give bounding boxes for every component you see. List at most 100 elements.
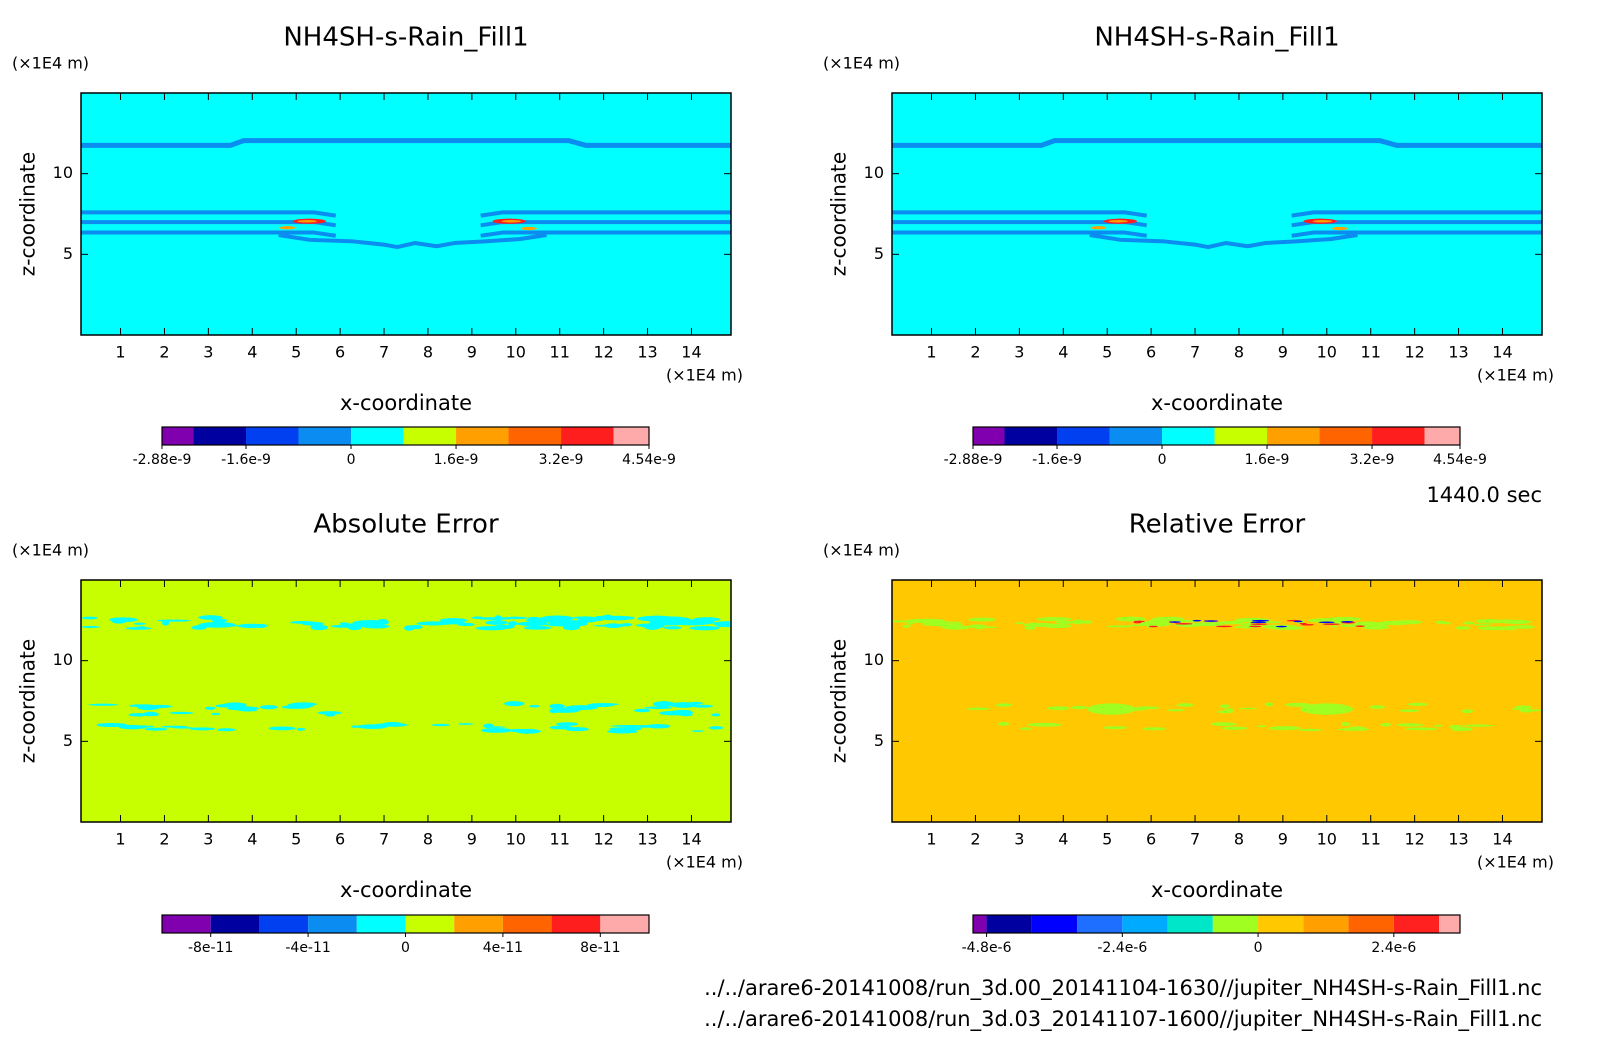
contour-field — [81, 93, 731, 335]
contour-patch — [1046, 706, 1071, 711]
colorbar-segment — [1393, 915, 1440, 933]
contour-patch — [485, 620, 508, 625]
contour-patch — [1307, 618, 1343, 623]
colorbar-frame — [972, 426, 1461, 446]
colorbar-tick-label: -2.88e-9 — [944, 452, 1003, 468]
contour-patch — [133, 622, 146, 625]
contour-patch — [281, 705, 311, 709]
contour-patch — [1475, 619, 1503, 624]
contour-patch — [1472, 623, 1492, 626]
contour-patch — [212, 618, 227, 623]
contour-patch — [1322, 623, 1340, 625]
contour-patch — [1216, 710, 1234, 714]
colorbar-segment — [1109, 427, 1163, 445]
y-tick-label: 5 — [63, 731, 73, 750]
contour-patch — [189, 727, 216, 731]
contour-patch — [968, 617, 997, 622]
x-tick-label: 4 — [1058, 830, 1068, 849]
field-background — [892, 580, 1542, 822]
colorbar-tick-label: 4e-11 — [483, 940, 523, 956]
contour-patch — [644, 624, 661, 630]
colorbar-tick-label: -1.6e-9 — [221, 452, 271, 468]
contour-patch — [1175, 623, 1193, 625]
contour-patch — [111, 619, 126, 624]
x-tick-label: 6 — [335, 830, 345, 849]
contour-patch — [416, 621, 451, 626]
contour-patch — [211, 712, 221, 716]
y-tick-label: 10 — [864, 163, 884, 182]
contour-patch — [892, 620, 911, 623]
contour-patch — [527, 616, 541, 620]
colorbar-segment — [1004, 427, 1058, 445]
colorbar-tick-label: -8e-11 — [188, 940, 233, 956]
x-tick-label: 10 — [1317, 343, 1337, 362]
contour-patch — [634, 708, 651, 713]
contour-patch — [1192, 619, 1202, 622]
colorbar-tick-label: 4.54e-9 — [1433, 452, 1487, 468]
contour-patch — [409, 624, 423, 630]
x-tick-label: 9 — [467, 830, 477, 849]
colorbar-segment — [162, 427, 194, 445]
contour-patch — [135, 725, 154, 728]
colorbar-segment — [454, 915, 503, 933]
contour-patch — [1123, 707, 1148, 711]
contour-field — [892, 580, 1542, 822]
contour-patch — [297, 219, 317, 223]
colorbar-tick-label: 0 — [401, 940, 410, 956]
contour-patch — [172, 726, 194, 729]
colorbar-segment — [973, 915, 987, 933]
plot-frame — [891, 579, 1543, 823]
contour-patch — [1224, 708, 1234, 712]
contour-patch — [81, 625, 101, 628]
contour-patch — [508, 621, 518, 627]
colorbar-tick-label: 2.4e-6 — [1371, 940, 1416, 956]
colorbar-tick-label: 4.54e-9 — [622, 452, 676, 468]
x-tick-label: 11 — [1361, 343, 1381, 362]
x-tick-label: 12 — [593, 343, 613, 362]
contour-patch — [1221, 726, 1248, 730]
contour-patch — [1505, 625, 1517, 631]
contour-patch — [482, 723, 495, 729]
contour-patch — [1341, 620, 1354, 623]
contour-patch — [431, 723, 451, 727]
colorbar-tick-label: 3.2e-9 — [539, 452, 584, 468]
contour-band — [480, 230, 731, 238]
contour-patch — [1461, 724, 1495, 727]
colorbar-tick-label: 8e-11 — [580, 940, 620, 956]
contour-band — [81, 210, 337, 218]
contour-patch — [527, 618, 553, 622]
contour-patch — [480, 727, 513, 733]
contour-patch — [228, 706, 252, 711]
contour-patch — [198, 615, 223, 620]
contour-patch — [663, 626, 682, 630]
contour-patch — [659, 710, 688, 716]
colorbar-tick-label: -4e-11 — [285, 940, 330, 956]
contour-patch — [670, 702, 698, 708]
plot-frame — [80, 579, 732, 823]
contour-patch — [1461, 709, 1474, 714]
contour-patch — [1055, 620, 1074, 625]
colorbar-tick-label: 0 — [347, 452, 356, 468]
colorbar-segment — [1267, 427, 1320, 445]
y-tick-label: 10 — [53, 163, 73, 182]
x-tick-label: 8 — [1234, 343, 1244, 362]
colorbar-tick-label: -2.4e-6 — [1097, 940, 1147, 956]
contour-patch — [1071, 619, 1085, 625]
colorbar-segment — [502, 915, 552, 933]
contour-patch — [1462, 621, 1475, 625]
y-unit: (×1E4 m) — [823, 54, 900, 73]
contour-patch — [1152, 616, 1185, 622]
contour-patch — [458, 723, 474, 725]
contour-patch — [136, 626, 147, 629]
contour-patch — [1433, 724, 1443, 727]
contour-patch — [1369, 705, 1385, 709]
contour-patch — [516, 621, 549, 627]
contour-patch — [279, 226, 296, 230]
colorbar-segment — [1167, 915, 1213, 933]
colorbar-tick-label: 1.6e-9 — [434, 452, 479, 468]
contour-patch — [644, 706, 673, 710]
contour-patch — [382, 722, 402, 726]
